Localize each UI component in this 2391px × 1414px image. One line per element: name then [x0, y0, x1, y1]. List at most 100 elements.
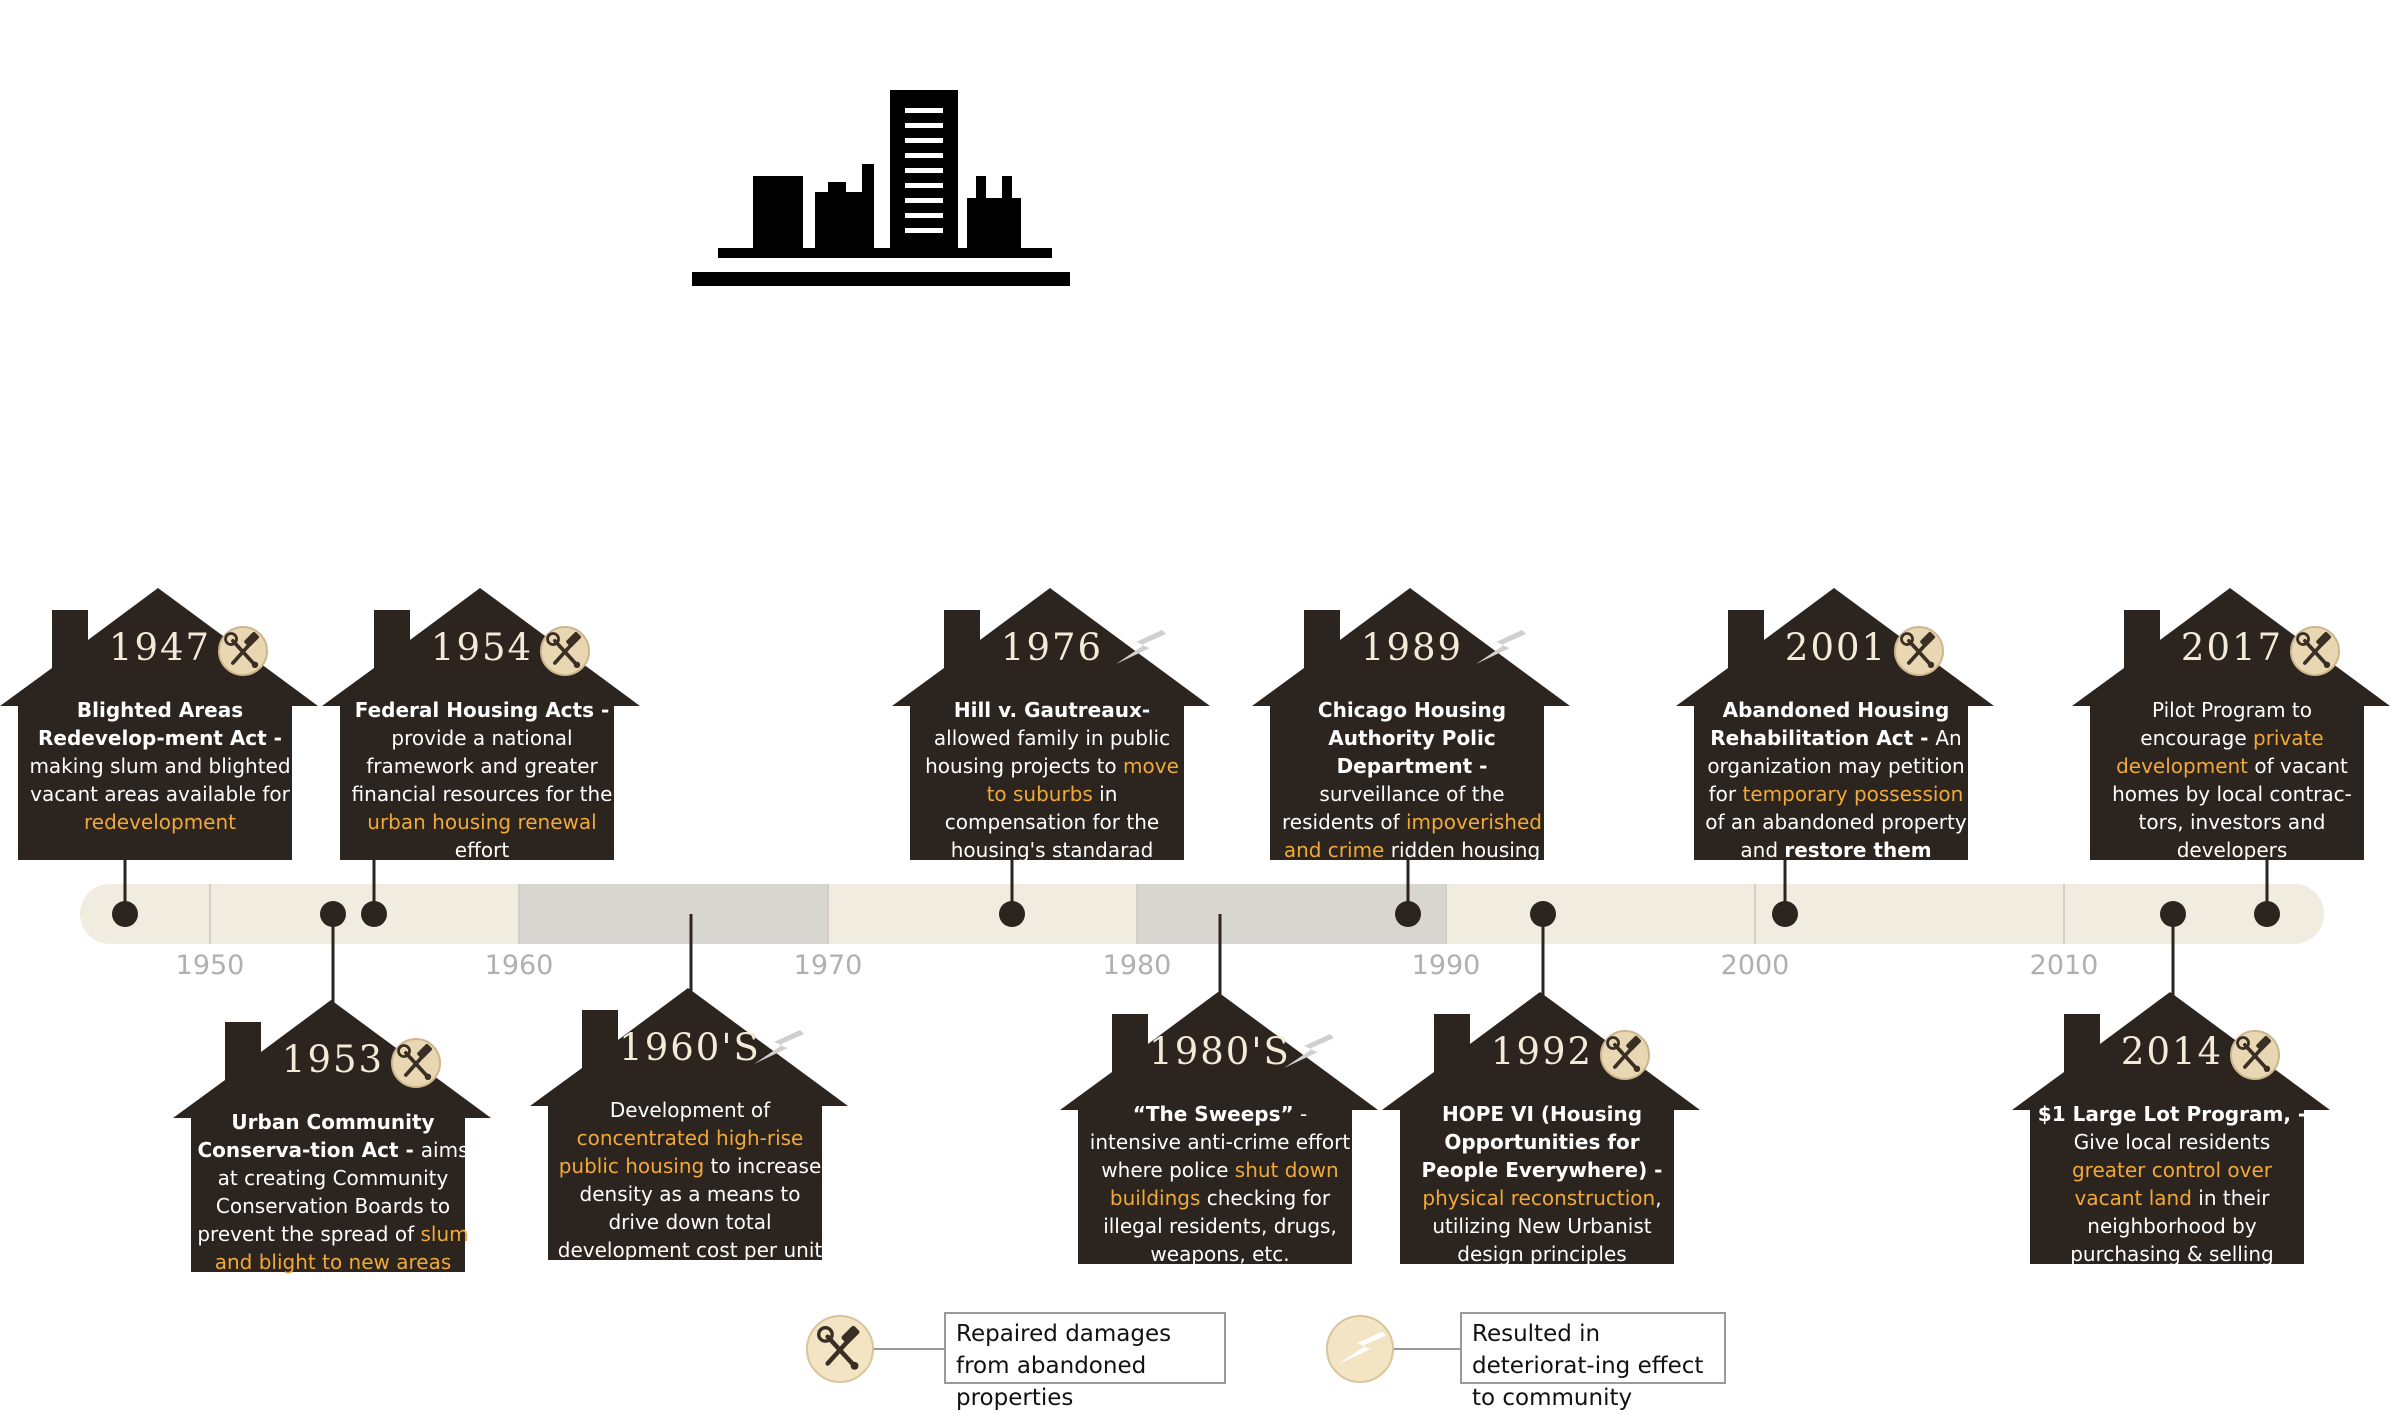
event-house-1976: 1976 Hill v. Gautreaux- allowed family in… [892, 588, 1212, 866]
repair-badge [1600, 1030, 1650, 1080]
repair-badge [2290, 626, 2340, 676]
highlight-text: urban housing renewal [367, 810, 597, 834]
legend-label: Repaired damages from abandoned properti… [944, 1312, 1226, 1411]
description-text: Development of [609, 1098, 771, 1122]
axis-year-label: 2000 [1720, 950, 1790, 981]
axis-year-label: 1970 [793, 950, 863, 981]
act-name: Chicago Housing Authority Polic Departme… [1317, 698, 1507, 778]
deterioration-marker [748, 1028, 806, 1068]
event-house-1989: 1989 Chicago Housing Authority Polic Depa… [1252, 588, 1572, 866]
highlight-text: concentrated high-rise public housing [558, 1126, 804, 1178]
lightning-icon [1116, 630, 1166, 664]
description-text: An organization may petition for [1707, 726, 1965, 806]
description-text: surveillance of the residents of [1282, 782, 1505, 834]
hammer-wrench-icon [546, 631, 581, 669]
highlight-text: shut down buildings [1109, 1158, 1339, 1210]
event-year: 1953 [281, 1038, 385, 1081]
event-year: 1992 [1490, 1030, 1594, 1073]
event-house-1954: 1954 Federal Housing Acts - provide a nat… [322, 588, 642, 866]
event-dot [1772, 901, 1798, 927]
act-name: Abandoned Housing Rehabilitation Act - [1710, 698, 1950, 750]
event-year: 1989 [1360, 626, 1464, 669]
hammer-wrench-icon [397, 1043, 432, 1081]
event-year: 1947 [108, 626, 212, 669]
highlight-text: temporary possession [1742, 782, 1964, 806]
legend-label: Resulted in deteriorat-ing effect to com… [1460, 1312, 1726, 1411]
event-house-2001: 2001 Abandoned Housing Rehabilitation Act… [1676, 588, 1996, 866]
lightning-icon [1476, 630, 1526, 664]
event-dot [1530, 901, 1556, 927]
description-text: Give local residents [2073, 1130, 2271, 1154]
event-description: $1 Large Lot Program, - Give local resid… [2036, 1100, 2308, 1266]
description-text: to increase density as a means to drive … [557, 1154, 823, 1262]
event-year: 1976 [1000, 626, 1104, 669]
lightning-icon [1284, 1034, 1334, 1068]
hammer-wrench-icon [2296, 631, 2331, 669]
repair-badge [540, 626, 590, 676]
description-text: allowed family in public housing project… [925, 726, 1171, 778]
event-house-1980s: 1980'S “The Sweeps” - intensive anti-crim… [1060, 992, 1380, 1270]
axis-year-label: 1960 [484, 950, 554, 981]
highlight-text: private development [2116, 726, 2324, 778]
description-text: , utilizing New Urbanist design principl… [1432, 1186, 1662, 1266]
hammer-wrench-icon [224, 631, 259, 669]
repair-badge [2230, 1030, 2280, 1080]
event-house-1992: 1992 HOPE VI (Housing Opportunities for P… [1382, 992, 1702, 1270]
event-dot [2254, 901, 2280, 927]
event-year: 2001 [1784, 626, 1888, 669]
event-dot [2160, 901, 2186, 927]
hammer-wrench-icon [1900, 631, 1935, 669]
description-text: - intensive anti-crime effort where poli… [1089, 1102, 1351, 1182]
hammer-wrench-icon [1606, 1035, 1641, 1073]
decade-band-1960s [519, 884, 828, 944]
axis-year-label: 2010 [2029, 950, 2099, 981]
act-name: Blighted Areas Redevelop-ment Act - [38, 698, 282, 750]
event-description: Urban Community Conserva-tion Act - aims… [197, 1108, 469, 1274]
description-text: checking for illegal residents, drugs, w… [1103, 1186, 1337, 1266]
hammer-wrench-icon [2236, 1035, 2271, 1073]
event-dot [361, 901, 387, 927]
legend-connector [874, 1348, 944, 1350]
description-text: ridden housing developments until 1999 [1390, 838, 1541, 862]
act-name: restore them [1784, 838, 1932, 862]
act-name: $1 Large Lot Program, - [2037, 1102, 2307, 1126]
event-year: 1980'S [1149, 1030, 1291, 1073]
legend-icon-circle [806, 1315, 874, 1383]
highlight-text: impoverished and crime [1283, 810, 1542, 862]
deterioration-marker [1110, 628, 1168, 668]
legend-connector [1394, 1348, 1460, 1350]
event-year: 1960'S [619, 1026, 761, 1069]
axis-year-label: 1980 [1102, 950, 1172, 981]
description-text: making slum and blighted vacant areas av… [29, 754, 291, 806]
event-dot [1395, 901, 1421, 927]
repair-badge [1894, 626, 1944, 676]
event-year: 1954 [430, 626, 534, 669]
description-text: in compensation for the housing's standa… [944, 782, 1160, 862]
legend-icon-circle [1326, 1315, 1394, 1383]
description-text: effort [454, 838, 510, 862]
hammer-wrench-icon [817, 1325, 860, 1370]
description-text: provide a national framework and greater… [351, 726, 613, 806]
event-year: 2014 [2120, 1030, 2224, 1073]
event-house-1947: 1947 Blighted Areas Redevelop-ment Act - … [0, 588, 320, 866]
deterioration-marker [1278, 1032, 1336, 1072]
repair-badge [391, 1038, 441, 1088]
description-text: of an abandoned property and [1705, 810, 1967, 862]
highlight-text: move to suburbs [986, 754, 1179, 806]
event-dot [112, 901, 138, 927]
deterioration-marker [1470, 628, 1528, 668]
city-skyline-icon [692, 90, 1070, 286]
description-text: in their neighborhood by purchasing & se… [2070, 1186, 2274, 1266]
highlight-text: slum and blight to new areas [214, 1222, 469, 1274]
event-house-1960s: 1960'S Development of concentrated high-r… [530, 988, 850, 1266]
event-description: Development of concentrated high-rise pu… [554, 1096, 826, 1262]
event-description: “The Sweeps” - intensive anti-crime effo… [1084, 1100, 1356, 1266]
event-description: Pilot Program to encourage private devel… [2096, 696, 2368, 862]
description-text: Pilot Program to encourage [2140, 698, 2312, 750]
highlight-text: physical reconstruction [1422, 1186, 1656, 1210]
event-year: 2017 [2180, 626, 2284, 669]
axis-year-label: 1950 [175, 950, 245, 981]
description-text: of vacant homes by local contrac-tors, i… [2112, 754, 2352, 862]
